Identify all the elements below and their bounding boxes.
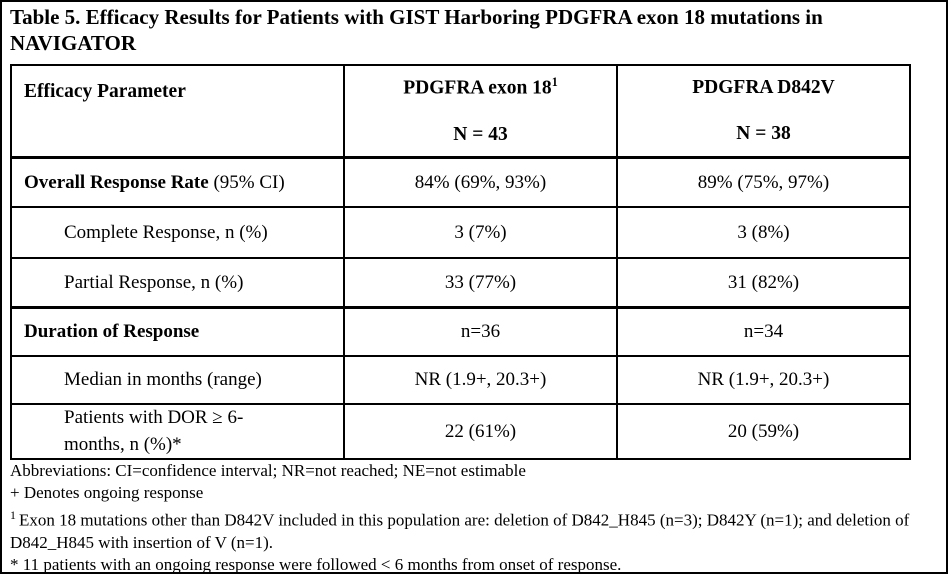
value-median-d842v: NR (1.9+, 20.3+) — [618, 357, 909, 405]
footnote-exon18: 1 Exon 18 mutations other than D842V incl… — [10, 504, 946, 554]
row-label-bold: Overall Response Rate — [24, 171, 209, 193]
header-cell-d842v: PDGFRA D842V N = 38 — [618, 66, 909, 159]
header-d842v-name: PDGFRA D842V — [692, 76, 835, 98]
value-median-exon18: NR (1.9+, 20.3+) — [345, 357, 618, 405]
row-label-dor-6-months: Patients with DOR ≥ 6- months, n (%)* — [12, 405, 345, 458]
header-d842v-n: N = 38 — [736, 123, 791, 144]
footnote-ref-1: 1 — [551, 74, 558, 89]
value-orr-exon18: 84% (69%, 93%) — [345, 159, 618, 208]
footnote-abbreviations: Abbreviations: CI=confidence interval; N… — [10, 461, 526, 480]
header-exon18-name: PDGFRA exon 181 — [403, 74, 558, 99]
value-orr-d842v: 89% (75%, 97%) — [618, 159, 909, 208]
value-cr-exon18: 3 (7%) — [345, 208, 618, 259]
header-cell-efficacy-parameter: Efficacy Parameter — [12, 66, 345, 159]
footnote-asterisk: * 11 patients with an ongoing response w… — [10, 554, 622, 574]
footnote-marker-1: 1 — [10, 508, 16, 522]
footnote-plus: + Denotes ongoing response — [10, 483, 204, 502]
efficacy-table: Efficacy Parameter PDGFRA exon 181 N = 4… — [10, 64, 911, 460]
value-pr-exon18: 33 (77%) — [345, 259, 618, 309]
row-label-partial-response: Partial Response, n (%) — [12, 259, 345, 309]
value-dor-n-exon18: n=36 — [345, 309, 618, 357]
value-dor6-exon18: 22 (61%) — [345, 405, 618, 458]
table-title: Table 5. Efficacy Results for Patients w… — [10, 5, 823, 55]
header-label: Efficacy Parameter — [24, 81, 186, 102]
footnotes: Abbreviations: CI=confidence interval; N… — [10, 460, 946, 574]
row-label-overall-response-rate: Overall Response Rate (95% CI) — [12, 159, 345, 208]
row-label-suffix: (95% CI) — [208, 171, 285, 193]
value-pr-d842v: 31 (82%) — [618, 259, 909, 309]
row-label-complete-response: Complete Response, n (%) — [12, 208, 345, 259]
row-label-median-months: Median in months (range) — [12, 357, 345, 405]
footnote-exon18-text: Exon 18 mutations other than D842V inclu… — [10, 510, 910, 552]
value-dor6-d842v: 20 (59%) — [727, 420, 800, 442]
value-cr-d842v: 3 (8%) — [618, 208, 909, 259]
value-dor-n-d842v: n=34 — [618, 309, 909, 357]
header-exon18-n: N = 43 — [453, 123, 508, 145]
header-cell-exon18: PDGFRA exon 181 N = 43 — [345, 66, 618, 159]
row-label-duration-of-response: Duration of Response — [12, 309, 345, 357]
